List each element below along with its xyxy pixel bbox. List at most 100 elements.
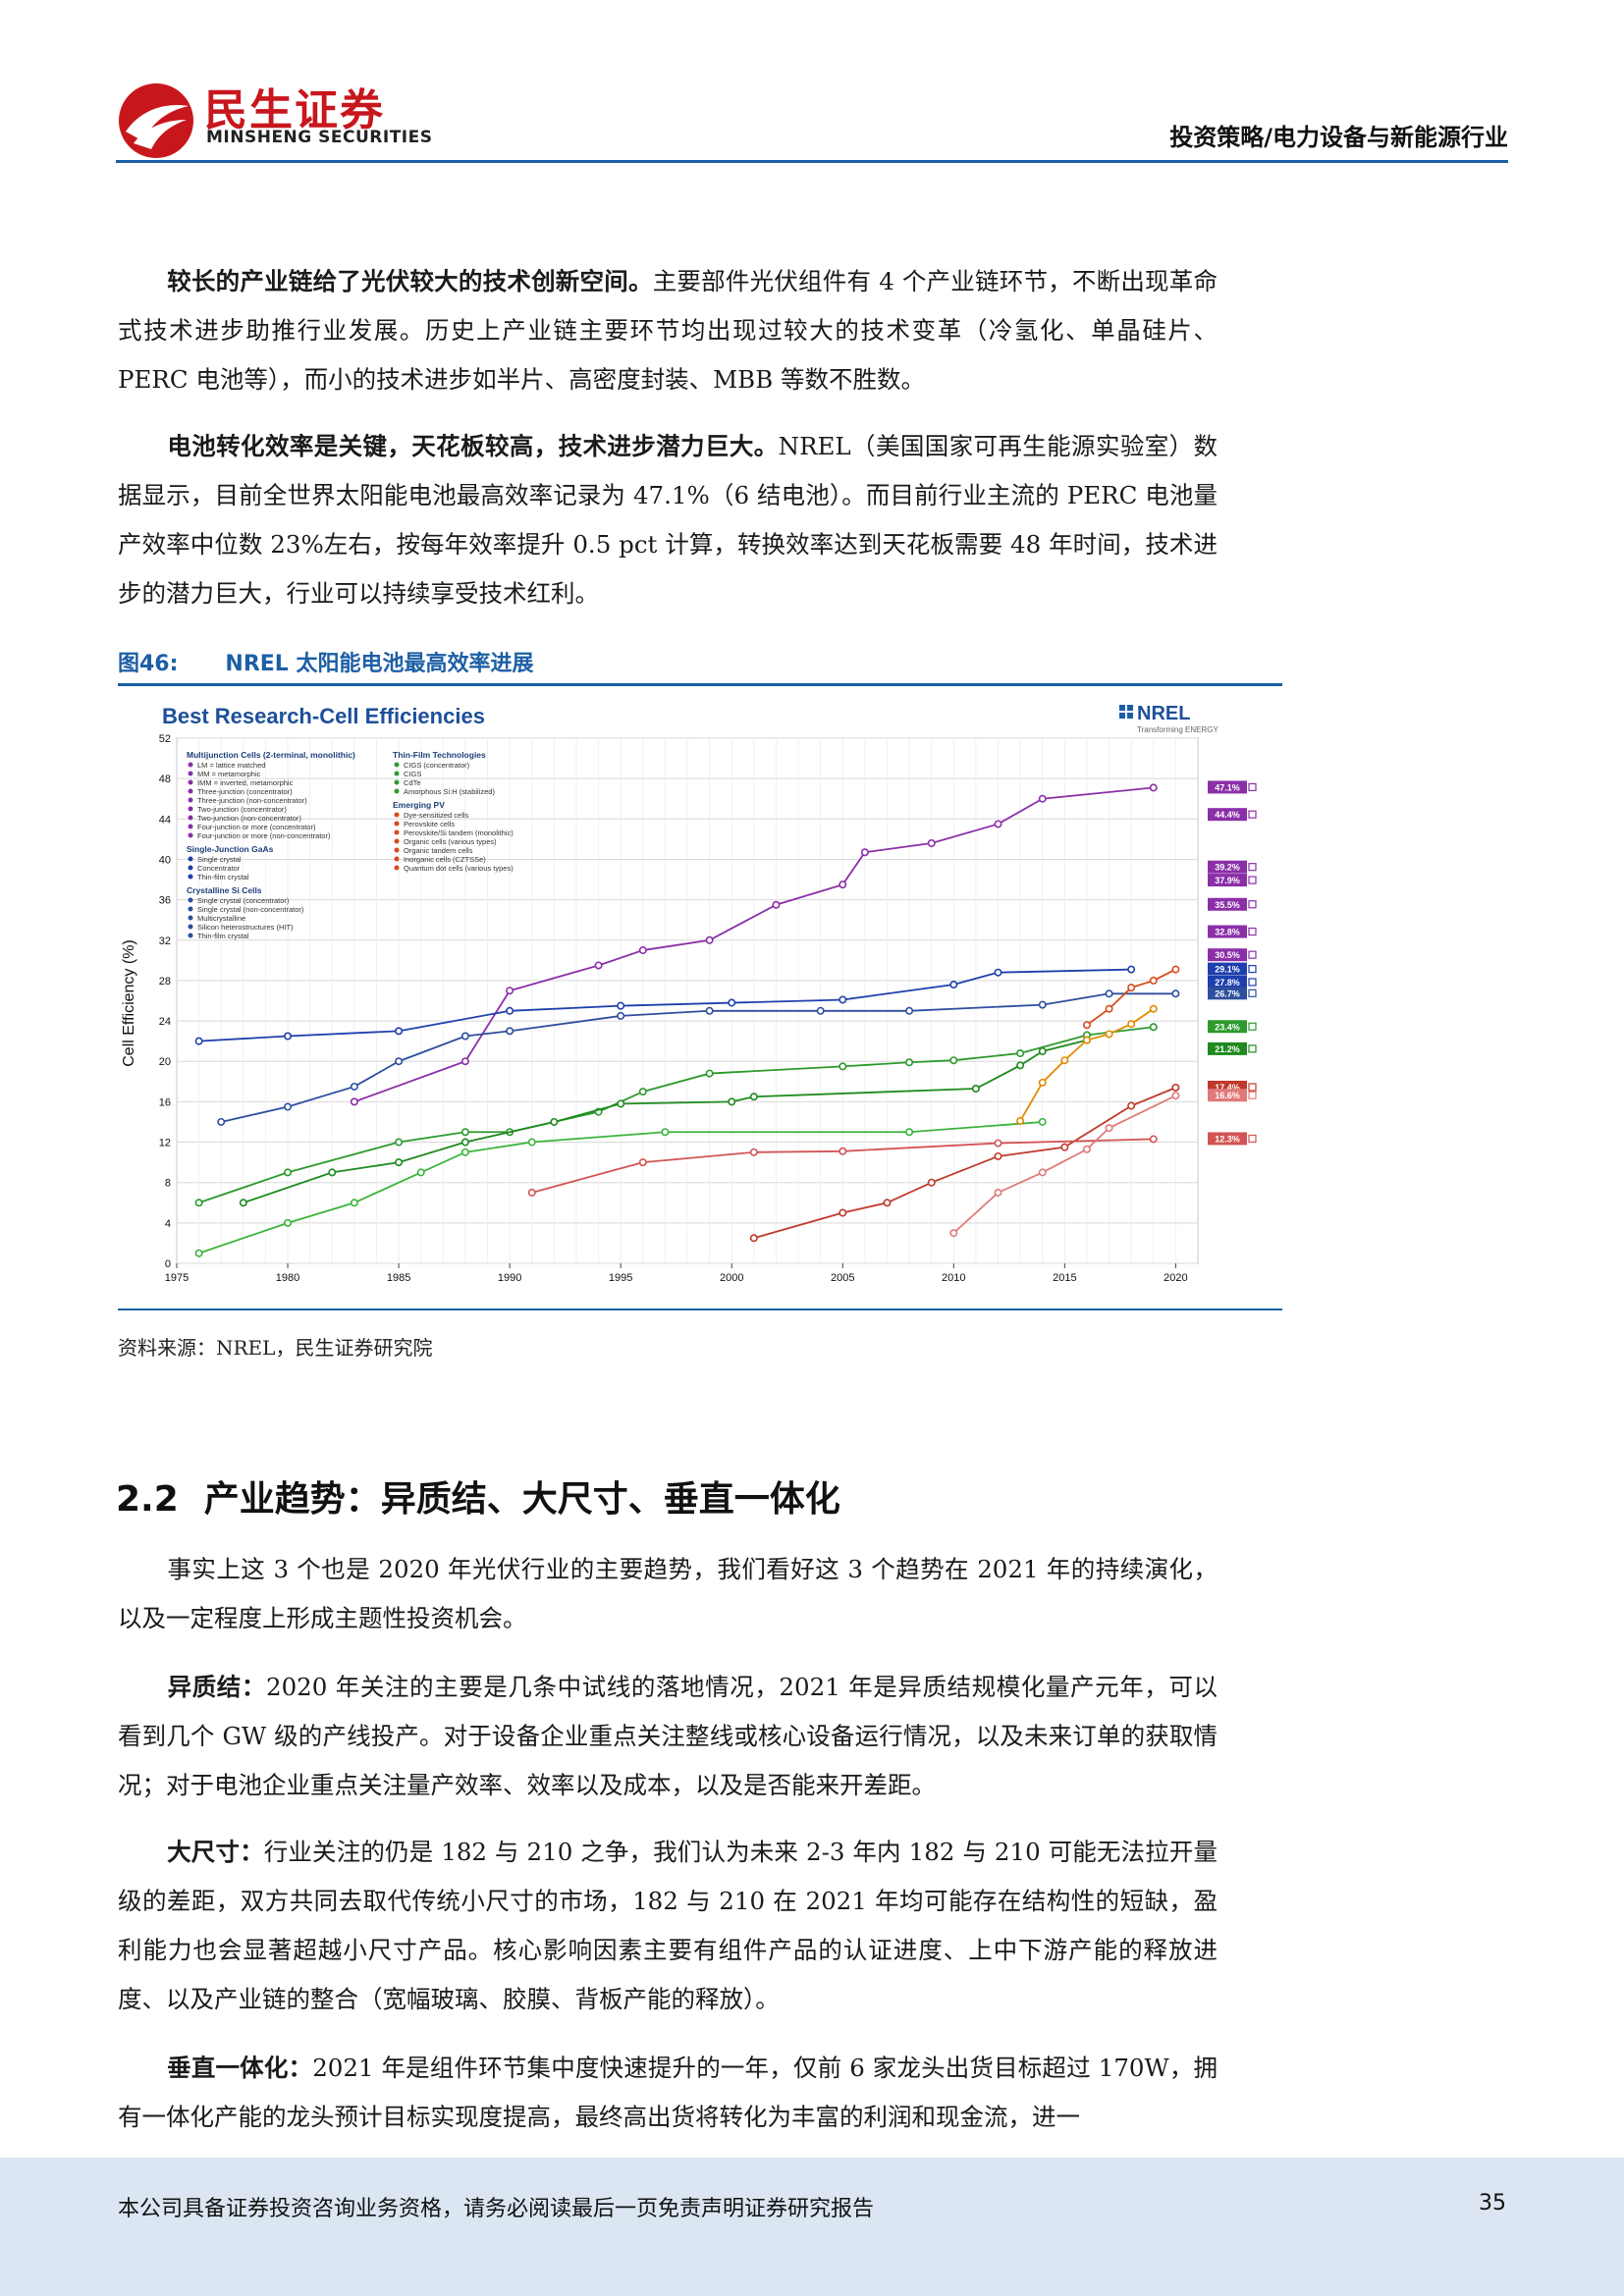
section-number: 2.2 (116, 1479, 179, 1520)
data-point (194, 1037, 203, 1045)
record-label-box (1208, 874, 1247, 887)
legend-item: Four-junction or more (concentrator) (197, 823, 316, 831)
legend-marker (188, 924, 193, 930)
legend-marker (394, 788, 400, 794)
legend-marker (188, 771, 193, 776)
record-label-marker (1248, 1044, 1257, 1053)
record-label-text: 23.4% (1215, 1022, 1240, 1032)
paragraph-body: NREL（美国国家可再生能源实验室）数据显示，目前全世界太阳能电池最高效率记录为… (118, 432, 1218, 608)
legend-item: LM = lattice matched (197, 761, 265, 770)
record-label-box (1208, 808, 1247, 822)
data-point (994, 1188, 1002, 1197)
legend-item: Two-junction (concentrator) (197, 805, 287, 814)
record-label-text: 26.7% (1215, 988, 1240, 998)
record-label: 21.2% (1208, 1041, 1257, 1055)
legend-item: IMM = inverted, metamorphic (197, 778, 294, 787)
legend-marker (394, 762, 400, 768)
data-point (460, 1057, 469, 1066)
record-label-marker (1248, 1083, 1257, 1092)
paragraph-lead: 大尺寸： (167, 1838, 264, 1866)
page-footer: 本公司具备证券投资咨询业务资格，请务必阅读最后一页免责声明证券研究报告 35 (0, 2158, 1624, 2296)
record-label-marker (1248, 900, 1257, 909)
record-label-box (1208, 948, 1247, 962)
record-label-box (1208, 962, 1247, 976)
record-label-box (1208, 987, 1247, 1000)
data-point (460, 1032, 469, 1041)
data-point (839, 1062, 847, 1071)
data-point (1149, 1023, 1158, 1032)
record-label: 16.6% (1208, 1089, 1257, 1102)
data-point (350, 1097, 358, 1106)
data-point (661, 1128, 670, 1137)
data-point (284, 1218, 293, 1227)
data-point (239, 1199, 247, 1207)
data-point (350, 1199, 358, 1207)
paragraph-lead: 垂直一体化： (167, 2054, 313, 2082)
legend-marker (394, 838, 400, 844)
record-label-text: 29.1% (1215, 965, 1240, 975)
x-tick-label: 2005 (831, 1272, 854, 1284)
data-point (839, 881, 847, 889)
legend-item: Single crystal (197, 855, 242, 864)
record-label: 26.7% (1208, 987, 1257, 1000)
data-point (927, 839, 936, 848)
record-label-marker (1248, 988, 1257, 997)
minsheng-logo-icon (119, 83, 193, 158)
data-point (883, 1199, 892, 1207)
data-point (1038, 1046, 1047, 1055)
data-point (1038, 1168, 1047, 1177)
record-label: 47.1% (1208, 780, 1257, 794)
series-line (243, 1039, 1088, 1204)
record-label-marker (1248, 1022, 1257, 1031)
data-point (1171, 1083, 1180, 1092)
data-point (1105, 989, 1113, 998)
data-point (1171, 989, 1180, 998)
data-point (1171, 965, 1180, 974)
y-tick-label: 8 (165, 1178, 171, 1190)
data-point (749, 1234, 758, 1243)
paragraph-body: 事实上这 3 个也是 2020 年光伏行业的主要趋势，我们看好这 3 个趋势在 … (118, 1555, 1218, 1632)
figure-label: 图46: (118, 652, 179, 676)
record-label: 44.4% (1208, 808, 1257, 822)
data-point (617, 1011, 625, 1020)
x-tick-label: 1975 (165, 1272, 189, 1284)
record-label-box (1208, 1089, 1247, 1102)
legend-marker (188, 832, 193, 838)
record-label-marker (1248, 876, 1257, 884)
record-label-marker (1248, 810, 1257, 819)
y-tick-label: 16 (159, 1096, 171, 1108)
y-tick-label: 0 (165, 1258, 171, 1270)
data-point (1149, 783, 1158, 792)
record-label-marker (1248, 950, 1257, 959)
paragraph-large-size: 大尺寸：行业关注的仍是 182 与 210 之争，我们认为未来 2-3 年内 1… (118, 1828, 1218, 2024)
legend-marker (394, 865, 400, 871)
data-point (1016, 1048, 1025, 1057)
data-point (527, 1138, 536, 1147)
paragraph-heterojunction: 异质结：2020 年关注的主要是几条中试线的落地情况，2021 年是异质结规模化… (118, 1663, 1218, 1810)
record-label: 29.1% (1208, 962, 1257, 976)
legend-marker (394, 771, 400, 776)
record-label-text: 17.4% (1215, 1083, 1240, 1093)
data-point (1105, 1124, 1113, 1133)
data-point (1038, 794, 1047, 803)
data-point (728, 998, 736, 1007)
legend-item: Amorphous Si:H (stabilized) (404, 787, 495, 796)
legend-marker (188, 797, 193, 803)
data-point (617, 1001, 625, 1010)
paragraph-body: 主要部件光伏组件有 4 个产业链环节，不断出现革命式技术进步助推行业发展。历史上… (118, 267, 1218, 394)
data-point (1149, 976, 1158, 985)
legend-item: Thin-film crystal (197, 932, 249, 940)
data-point (927, 1178, 936, 1187)
y-tick-label: 36 (159, 895, 171, 907)
legend-item: Single crystal (concentrator) (197, 896, 290, 905)
data-point (1038, 1000, 1047, 1009)
legend-item: Organic tandem cells (404, 846, 473, 855)
y-tick-label: 44 (159, 814, 171, 826)
logo-english-name: MINSHENG SECURITIES (206, 128, 433, 147)
legend-item: Thin-film crystal (197, 873, 249, 881)
y-tick-label: 12 (159, 1138, 171, 1149)
data-point (617, 1099, 625, 1108)
data-point (194, 1249, 203, 1257)
series-line (198, 1026, 1154, 1204)
data-point (949, 1056, 958, 1065)
